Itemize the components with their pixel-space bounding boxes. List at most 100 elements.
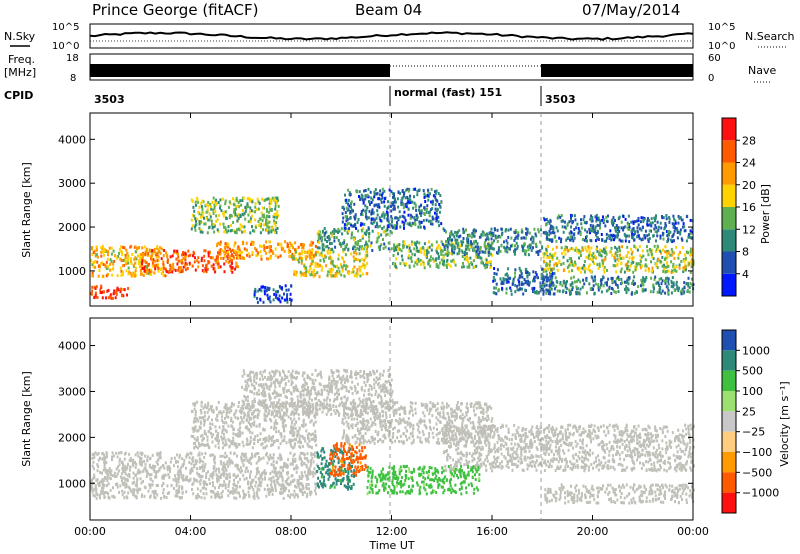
power-cell	[668, 217, 671, 221]
power-cell	[549, 224, 552, 228]
velocity-cell	[121, 481, 124, 485]
power-cell	[254, 202, 257, 205]
velocity-cell	[201, 452, 204, 456]
power-cell	[381, 187, 384, 191]
power-cell	[239, 199, 242, 203]
power-cell	[305, 266, 308, 270]
power-cell	[596, 249, 599, 253]
power-cell	[196, 198, 199, 202]
power-cell	[258, 222, 261, 226]
velocity-cell	[260, 443, 263, 447]
power-cell	[509, 244, 512, 248]
power-cell	[200, 205, 203, 208]
power-cell	[542, 281, 544, 284]
power-cell	[287, 244, 289, 247]
velocity-cell	[298, 487, 301, 491]
power-cell	[147, 272, 150, 275]
power-cell	[442, 255, 445, 259]
velocity-cell	[203, 480, 206, 484]
power-cell	[407, 198, 409, 202]
power-cell	[565, 246, 568, 249]
power-cell	[283, 292, 285, 296]
power-cell	[90, 259, 93, 263]
power-cell	[633, 238, 635, 242]
velocity-cell	[153, 495, 156, 499]
power-cell	[293, 270, 296, 273]
power-cell	[677, 215, 680, 218]
power-cell	[517, 278, 520, 282]
power-cell	[446, 248, 449, 252]
power-cell	[549, 252, 552, 256]
power-cell	[116, 274, 119, 278]
velocity-cell	[190, 462, 193, 466]
power-cell	[407, 207, 410, 211]
velocity-cell	[152, 468, 155, 471]
power-cell	[224, 226, 227, 230]
velocity-cell	[303, 462, 306, 466]
power-cell	[123, 246, 126, 250]
velocity-cell	[156, 462, 159, 466]
power-cell	[668, 220, 671, 224]
power-cell	[588, 256, 591, 260]
power-cell	[375, 203, 378, 207]
power-cell	[626, 268, 629, 272]
power-cell	[246, 253, 249, 257]
velocity-cell	[219, 476, 222, 479]
power-cell	[365, 231, 368, 234]
power-cell	[489, 260, 492, 264]
power-cell	[204, 249, 207, 253]
power-cell	[584, 247, 587, 251]
power-cell	[330, 267, 333, 271]
velocity-cell	[119, 457, 121, 461]
power-cell	[109, 268, 112, 272]
power-cell	[340, 227, 343, 231]
power-cell	[243, 229, 246, 233]
power-cell	[420, 209, 423, 212]
power-cell	[326, 235, 329, 239]
power-colorbar-label: Power [dB]	[759, 184, 772, 244]
velocity-cell	[169, 470, 171, 474]
power-cell	[588, 282, 591, 286]
power-cell	[353, 215, 356, 219]
power-cell	[522, 282, 525, 286]
power-cell	[399, 262, 402, 266]
velocity-cell	[211, 481, 214, 484]
power-cell	[303, 271, 306, 275]
velocity-cell	[292, 454, 295, 458]
power-cell	[530, 243, 532, 247]
power-cell	[589, 238, 592, 242]
power-cell	[588, 253, 590, 257]
power-cell	[617, 290, 620, 294]
velocity-cell	[244, 493, 247, 497]
velocity-cell	[290, 427, 293, 431]
power-cell	[602, 261, 605, 265]
power-cell	[537, 253, 540, 256]
power-cell	[112, 249, 115, 253]
power-cell	[91, 289, 94, 293]
velocity-cell	[242, 473, 245, 477]
power-cell	[229, 255, 231, 259]
velocity-cell	[280, 484, 283, 488]
power-cell	[632, 228, 635, 232]
power-cell	[676, 236, 679, 240]
power-cell	[656, 230, 659, 234]
power-cell	[120, 245, 123, 249]
velocity-cell	[139, 458, 142, 462]
power-cell	[319, 259, 322, 263]
power-cell	[606, 281, 608, 285]
velocity-cell	[247, 486, 250, 490]
power-cell	[259, 224, 262, 228]
power-cell	[551, 272, 554, 276]
power-cell	[297, 258, 300, 262]
power-cell	[410, 223, 413, 227]
velocity-cell	[268, 457, 271, 461]
power-cell	[240, 203, 243, 207]
power-cell	[309, 250, 312, 254]
velocity-cell	[132, 464, 135, 468]
power-cell	[107, 250, 110, 254]
power-cell	[514, 290, 517, 294]
velocity-cell	[108, 467, 111, 471]
power-cell	[259, 250, 262, 254]
power-cell	[419, 211, 421, 215]
power-cell	[267, 197, 270, 201]
